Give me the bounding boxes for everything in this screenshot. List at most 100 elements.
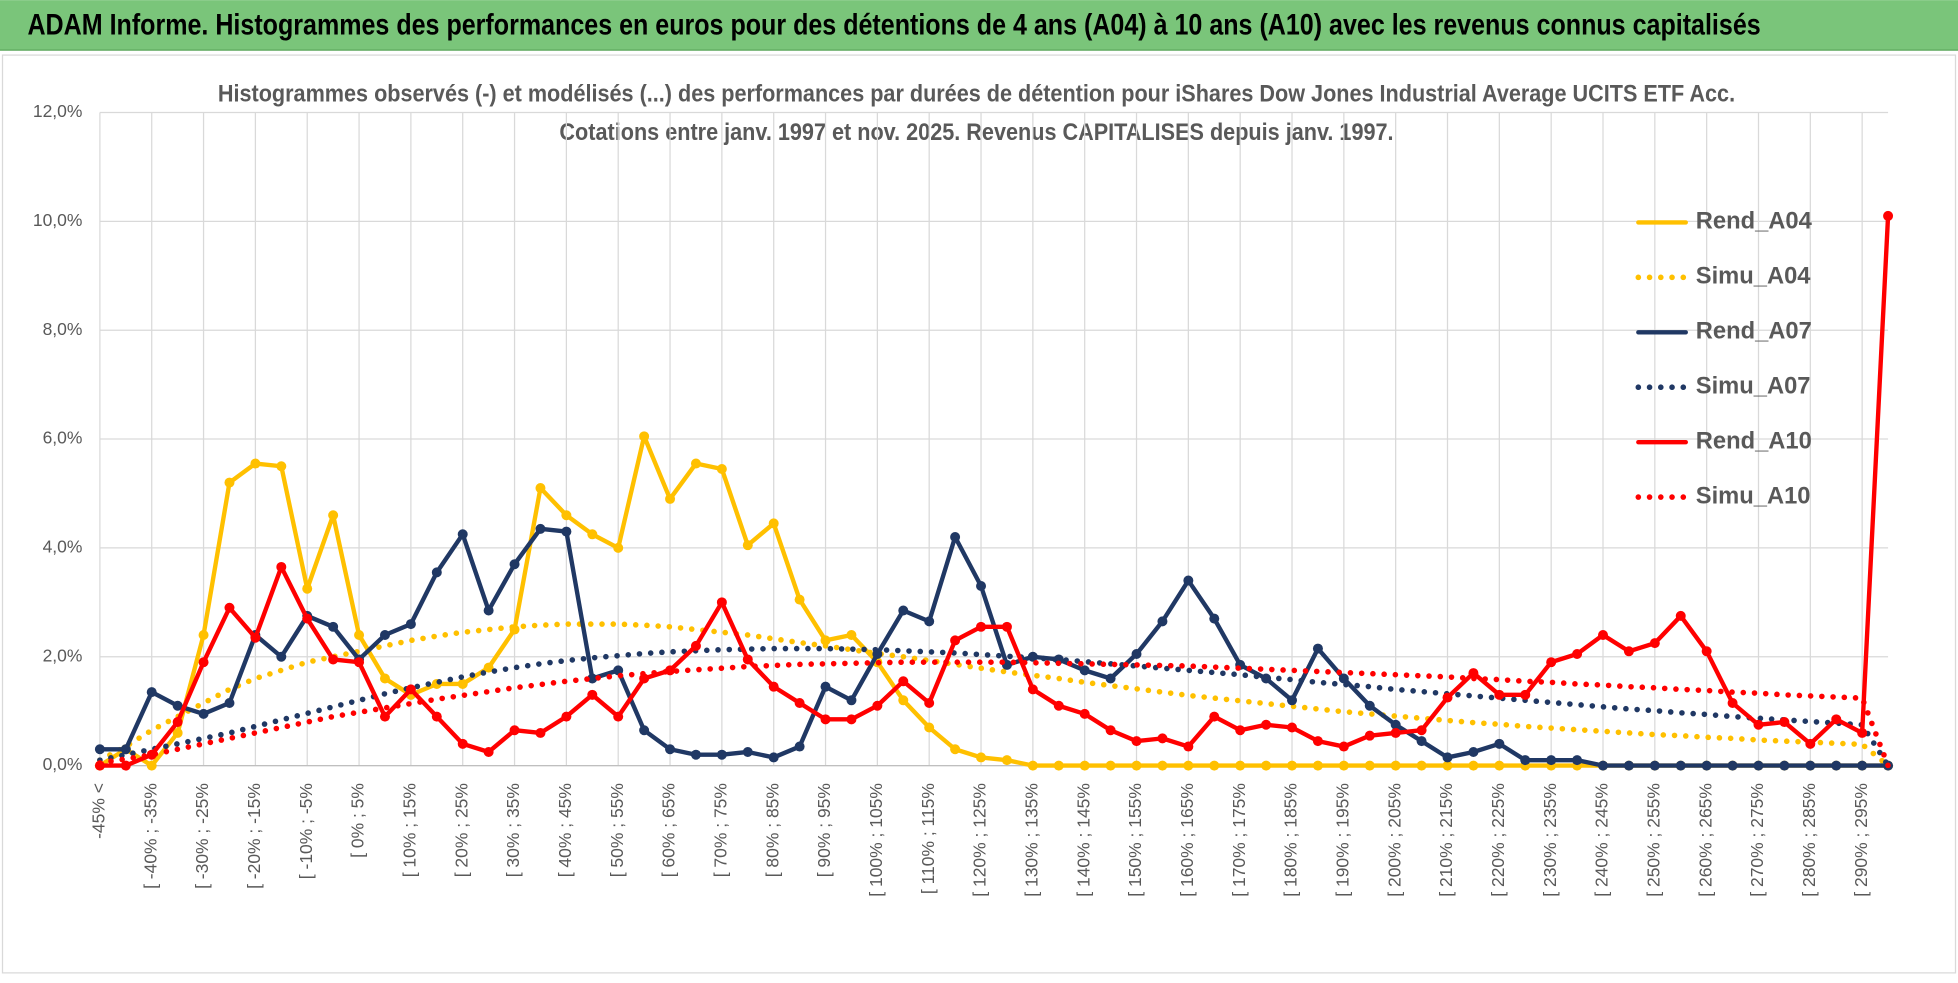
x-tick-label: [ 120% ; 125% [970, 783, 990, 897]
marker [768, 518, 779, 529]
marker [1494, 689, 1505, 700]
marker [483, 746, 494, 757]
marker [690, 458, 701, 469]
marker [535, 727, 546, 738]
marker [1623, 760, 1634, 771]
marker [587, 529, 598, 540]
marker [820, 635, 831, 646]
marker [1857, 760, 1868, 771]
marker [846, 714, 857, 725]
marker [1779, 760, 1790, 771]
marker [1209, 760, 1220, 771]
marker [716, 597, 727, 608]
x-tick-label: [ 50% ; 55% [607, 783, 627, 877]
x-tick-label: [ 20% ; 25% [451, 783, 471, 877]
marker [535, 483, 546, 494]
legend-label: Simu_A07 [1696, 373, 1811, 399]
marker [924, 722, 935, 733]
marker [1416, 760, 1427, 771]
x-tick-label: [ 270% ; 275% [1747, 783, 1767, 897]
marker [1183, 575, 1194, 586]
x-tick-label: [ -10% ; -5% [296, 783, 316, 879]
marker [665, 744, 676, 755]
marker [1364, 760, 1375, 771]
marker [302, 583, 313, 594]
marker [1157, 760, 1168, 771]
y-tick-label: 6,0% [43, 428, 83, 448]
y-tick-label: 4,0% [43, 537, 83, 557]
marker [561, 526, 572, 537]
marker [665, 493, 676, 504]
marker [1027, 760, 1038, 771]
x-tick-label: [ -20% ; -15% [244, 783, 264, 889]
y-tick-label: 8,0% [43, 319, 83, 339]
marker [1338, 760, 1349, 771]
marker [1416, 736, 1427, 747]
x-tick-label: [ 210% ; 215% [1436, 783, 1456, 897]
marker [1027, 684, 1038, 695]
marker [1520, 755, 1531, 766]
marker [820, 714, 831, 725]
marker [379, 673, 390, 684]
x-tick-label: [ 130% ; 135% [1021, 783, 1041, 897]
marker [431, 567, 442, 578]
marker [1287, 722, 1298, 733]
marker [742, 654, 753, 665]
x-tick-label: [ 190% ; 195% [1332, 783, 1352, 897]
legend-label: Rend_A10 [1696, 428, 1812, 454]
marker [1183, 760, 1194, 771]
marker [1805, 738, 1816, 749]
marker [1105, 760, 1116, 771]
marker [1675, 760, 1686, 771]
chart-subtitle: Cotations entre janv. 1997 et nov. 2025.… [559, 120, 1393, 146]
marker [1649, 760, 1660, 771]
marker [457, 678, 468, 689]
marker [1675, 610, 1686, 621]
marker [1261, 760, 1272, 771]
marker [328, 621, 339, 632]
marker [276, 561, 287, 572]
marker [742, 746, 753, 757]
marker [1364, 730, 1375, 741]
marker [1831, 714, 1842, 725]
marker [1727, 760, 1738, 771]
marker [1572, 649, 1583, 660]
marker [379, 711, 390, 722]
marker [1001, 621, 1012, 632]
marker [483, 605, 494, 616]
y-tick-label: 12,0% [33, 101, 83, 121]
x-tick-label: [ 110% ; 115% [918, 783, 938, 894]
x-tick-label: [ 100% ; 105% [866, 783, 886, 897]
x-tick-label: [ 170% ; 175% [1229, 783, 1249, 897]
x-tick-label: [ 160% ; 165% [1177, 783, 1197, 897]
x-tick-label: [ 220% ; 225% [1488, 783, 1508, 897]
marker [509, 725, 520, 736]
marker [1857, 727, 1868, 738]
marker [846, 695, 857, 706]
x-tick-label: [ 140% ; 145% [1073, 783, 1093, 897]
marker [198, 629, 209, 640]
x-tick-label: [ 10% ; 15% [400, 783, 420, 877]
marker [276, 461, 287, 472]
marker [1364, 700, 1375, 711]
marker [1468, 668, 1479, 679]
x-tick-label: -45% < [89, 783, 109, 839]
marker [535, 523, 546, 534]
marker [1753, 719, 1764, 730]
marker [976, 621, 987, 632]
marker [976, 581, 987, 591]
marker [1079, 708, 1090, 719]
x-tick-label: [ -30% ; -25% [192, 783, 212, 889]
x-tick-label: [ 200% ; 205% [1384, 783, 1404, 897]
marker [224, 698, 235, 709]
x-tick-label: [ 290% ; 295% [1851, 783, 1871, 897]
marker [483, 662, 494, 673]
marker [768, 681, 779, 692]
marker [1079, 665, 1090, 676]
marker [1623, 646, 1634, 657]
marker [1338, 741, 1349, 752]
marker [1235, 725, 1246, 736]
marker [1390, 760, 1401, 771]
grid [99, 111, 1889, 767]
marker [561, 711, 572, 722]
